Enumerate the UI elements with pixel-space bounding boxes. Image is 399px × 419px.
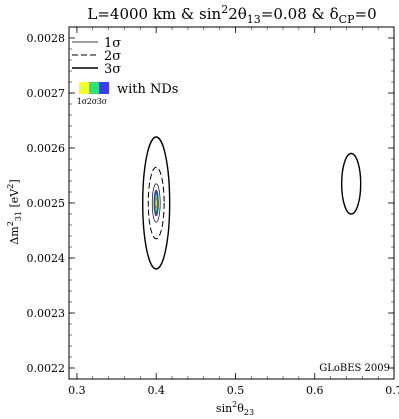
- x-tick-label: 0.7: [385, 384, 399, 397]
- legend-label: 3σ: [104, 62, 121, 77]
- y-tick-label: 0.0025: [27, 197, 66, 210]
- legend-label: 2σ: [104, 49, 121, 64]
- contour-1σ: [151, 183, 161, 223]
- x-tick-label: 0.6: [306, 384, 324, 397]
- y-tick-label: 0.0026: [27, 142, 66, 155]
- legend-nd-sub-label: 2σ: [87, 97, 98, 106]
- nd-region-1σ: [155, 197, 158, 209]
- contour-lines: [142, 136, 362, 270]
- plot-frame: [68, 26, 395, 380]
- nd-regions: [153, 189, 159, 217]
- credit-label: GLoBES 2009: [319, 363, 390, 374]
- contour-2σ: [147, 166, 165, 240]
- contour-3σ: [340, 152, 362, 215]
- y-tick-label: 0.0022: [27, 362, 66, 375]
- legend-nd-sub-label: 3σ: [97, 97, 108, 106]
- legend-nd-swatch: [99, 82, 109, 94]
- y-tick-label: 0.0027: [27, 87, 66, 100]
- legend-label: 1σ: [104, 36, 121, 51]
- y-tick-label: 0.0024: [27, 252, 66, 265]
- x-tick-label: 0.4: [147, 384, 165, 397]
- x-tick-label: 0.5: [227, 384, 245, 397]
- y-tick-label: 0.0028: [27, 32, 66, 45]
- legend-nd-label: with NDs: [117, 82, 178, 97]
- legend-nd-swatch: [89, 82, 99, 94]
- x-tick-label: 0.3: [68, 384, 86, 397]
- axis-ticks: 0.3 0.4 0.5 0.6 0.7 0.0022 0.0023 0.0024 0.0025 0…: [27, 27, 399, 397]
- legend-nd-swatch: [79, 82, 89, 94]
- y-axis-label: Δm231 [eV2]: [6, 179, 23, 244]
- y-tick-label: 0.0023: [27, 307, 66, 320]
- contour-3σ: [142, 136, 171, 270]
- chart-title: L=4000 km & sin22θ13=0.08 & δCP=0: [87, 3, 376, 26]
- legend-nd-sub-label: 1σ: [77, 97, 88, 106]
- x-axis-label: sin2θ23: [216, 400, 254, 417]
